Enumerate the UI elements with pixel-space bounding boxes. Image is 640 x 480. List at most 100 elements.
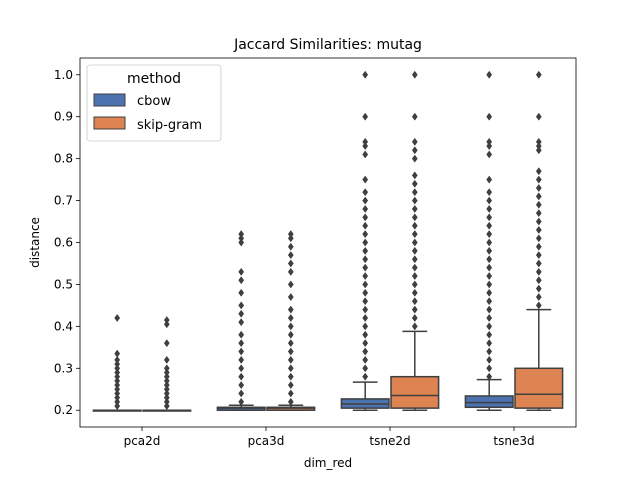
outlier-point (486, 221, 493, 230)
outlier-point (238, 389, 245, 398)
outlier-point (535, 175, 542, 184)
outlier-point (411, 70, 418, 79)
outlier-point (238, 364, 245, 373)
legend-label-cbow: cbow (137, 94, 171, 109)
outlier-point (362, 70, 369, 79)
outlier-point (238, 267, 245, 276)
outlier-point (535, 301, 542, 310)
outlier-point (114, 355, 121, 364)
outlier-point (238, 381, 245, 390)
y-axis: 0.2 0.3 0.4 0.5 0.6 0.7 0.8 0.9 1.0 (54, 68, 80, 417)
outlier-point (411, 213, 418, 222)
outlier-point (411, 112, 418, 121)
outlier-point (411, 230, 418, 239)
outlier-point (362, 347, 369, 356)
outlier-point (238, 347, 245, 356)
x-tick-label: tsne3d (493, 434, 534, 448)
outlier-point (486, 204, 493, 213)
box-skip-gram-tsne3d (514, 367, 564, 409)
outlier-point (238, 309, 245, 318)
outlier-point (535, 70, 542, 79)
outlier-point (238, 238, 245, 247)
outlier-point (114, 385, 121, 394)
y-tick-label: 0.5 (54, 277, 73, 291)
legend: method cbow skip-gram (86, 64, 222, 142)
outlier-point (287, 372, 294, 381)
outlier-point (486, 263, 493, 272)
outlier-point (535, 192, 542, 201)
outlier-point (163, 355, 170, 364)
plot-area (92, 70, 564, 412)
outlier-point (486, 112, 493, 121)
outlier-point (535, 142, 542, 151)
outlier-point (411, 171, 418, 180)
outlier-point (362, 263, 369, 272)
outlier-point (163, 364, 170, 373)
outlier-point (362, 297, 369, 306)
outlier-point (362, 330, 369, 339)
outlier-point (287, 364, 294, 373)
outlier-point (163, 339, 170, 348)
y-axis-label: distance (28, 217, 42, 268)
outlier-point (411, 313, 418, 323)
outlier-point (411, 204, 418, 213)
outlier-point (163, 381, 170, 390)
outlier-point (287, 381, 294, 390)
outlier-point (163, 385, 170, 394)
outlier-point (238, 234, 245, 243)
outlier-point (411, 322, 418, 331)
y-tick-label: 0.8 (54, 152, 73, 166)
outlier-point (362, 272, 369, 281)
outlier-point (287, 389, 294, 398)
outlier-point (287, 339, 294, 348)
outlier-point (535, 167, 542, 176)
outlier-point (411, 305, 418, 314)
outlier-point (362, 230, 369, 239)
outlier-point (362, 221, 369, 230)
outlier-point (238, 372, 245, 381)
outlier-point (163, 316, 170, 325)
outlier-point (411, 179, 418, 188)
outlier-point (287, 251, 294, 260)
outlier-point (287, 313, 294, 323)
outlier-point (486, 372, 493, 381)
outlier-point (535, 137, 542, 146)
outlier-point (163, 389, 170, 398)
outlier-point (486, 230, 493, 239)
outlier-point (535, 183, 542, 193)
outlier-point (362, 313, 369, 323)
legend-label-skip-gram: skip-gram (137, 118, 202, 133)
outlier-point (238, 276, 245, 285)
outlier-point (362, 355, 369, 364)
outlier-point (114, 349, 121, 358)
outlier-point (486, 142, 493, 151)
outlier-point (238, 355, 245, 364)
outlier-point (486, 297, 493, 306)
outlier-point (114, 397, 121, 406)
outlier-point (486, 305, 493, 314)
outlier-point (163, 372, 170, 381)
outlier-point (287, 330, 294, 339)
outlier-point (287, 305, 294, 314)
outlier-point (411, 297, 418, 306)
outlier-point (114, 381, 121, 390)
outlier-point (411, 154, 418, 163)
outlier-point (411, 288, 418, 297)
outlier-point (362, 175, 369, 184)
y-tick-label: 0.4 (54, 319, 73, 333)
outlier-point (287, 347, 294, 356)
outlier-point (535, 242, 542, 251)
outlier-point (486, 280, 493, 289)
outlier-point (362, 364, 369, 373)
outlier-point (114, 368, 121, 377)
outlier-point (486, 355, 493, 364)
outlier-point (535, 112, 542, 121)
outlier-point (163, 393, 170, 402)
outlier-point (238, 330, 245, 339)
outlier-point (486, 175, 493, 184)
outlier-point (486, 70, 493, 79)
outlier-point (114, 402, 121, 411)
outlier-point (486, 188, 493, 197)
x-tick-label: tsne2d (369, 434, 410, 448)
outlier-point (287, 259, 294, 268)
